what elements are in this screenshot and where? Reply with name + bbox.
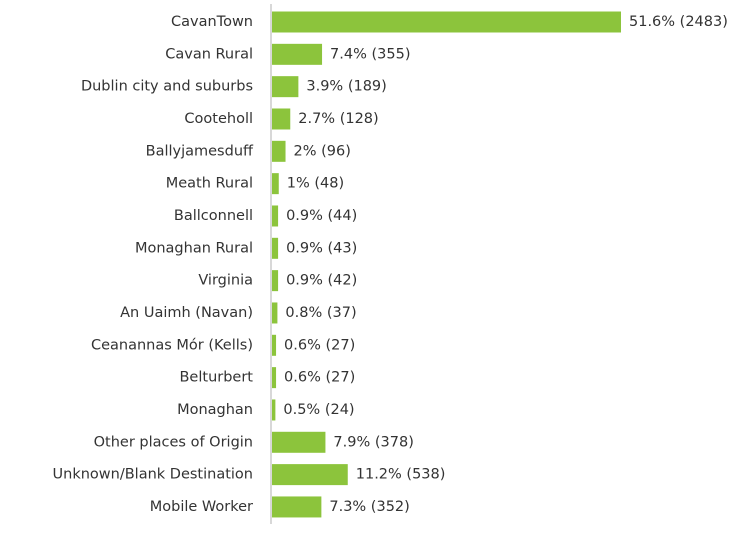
bar [272,431,326,453]
category-label: Ceanannas Mór (Kells) [91,337,253,353]
value-label: 0.5% (24) [283,402,354,418]
value-label: 3.9% (189) [306,79,386,95]
value-label: 0.9% (43) [286,240,357,256]
category-label: Unknown/Blank Destination [53,467,253,483]
bar [272,11,621,33]
bar [272,140,286,162]
value-label: 1% (48) [287,176,344,192]
category-label: Cavan Rural [165,46,253,62]
category-label: Dublin city and suburbs [81,79,253,95]
category-label: Monaghan [177,402,253,418]
bar [272,270,279,292]
value-label: 11.2% (538) [356,467,446,483]
bar [272,76,299,98]
bar [272,205,279,227]
value-label: 0.6% (27) [284,370,355,386]
bar [272,237,279,259]
category-label: Ballconnell [174,208,253,224]
category-label: Cooteholl [184,111,253,127]
value-label: 51.6% (2483) [629,14,728,30]
category-label: Ballyjamesduff [146,143,254,159]
value-label: 0.6% (27) [284,337,355,353]
category-label: Belturbert [179,370,253,386]
bar [272,173,279,195]
value-label: 7.4% (355) [330,46,410,62]
bar [272,367,277,389]
bar [272,399,276,421]
value-label: 7.9% (378) [333,434,413,450]
value-label: 0.9% (44) [286,208,357,224]
value-label: 7.3% (352) [329,499,409,515]
bar [272,43,323,65]
category-label: Mobile Worker [150,499,253,515]
bar [272,334,277,356]
category-label: Monaghan Rural [135,240,253,256]
category-label: Virginia [198,273,253,289]
bar [272,108,291,130]
category-label: An Uaimh (Navan) [120,305,253,321]
bar [272,464,348,486]
value-label: 2.7% (128) [298,111,378,127]
category-label: Meath Rural [166,176,253,192]
category-label: Other places of Origin [94,434,253,450]
value-label: 2% (96) [294,143,351,159]
category-label: CavanTown [171,14,253,30]
value-label: 0.9% (42) [286,273,357,289]
bar [272,496,322,518]
value-label: 0.8% (37) [285,305,356,321]
bar [272,302,278,324]
